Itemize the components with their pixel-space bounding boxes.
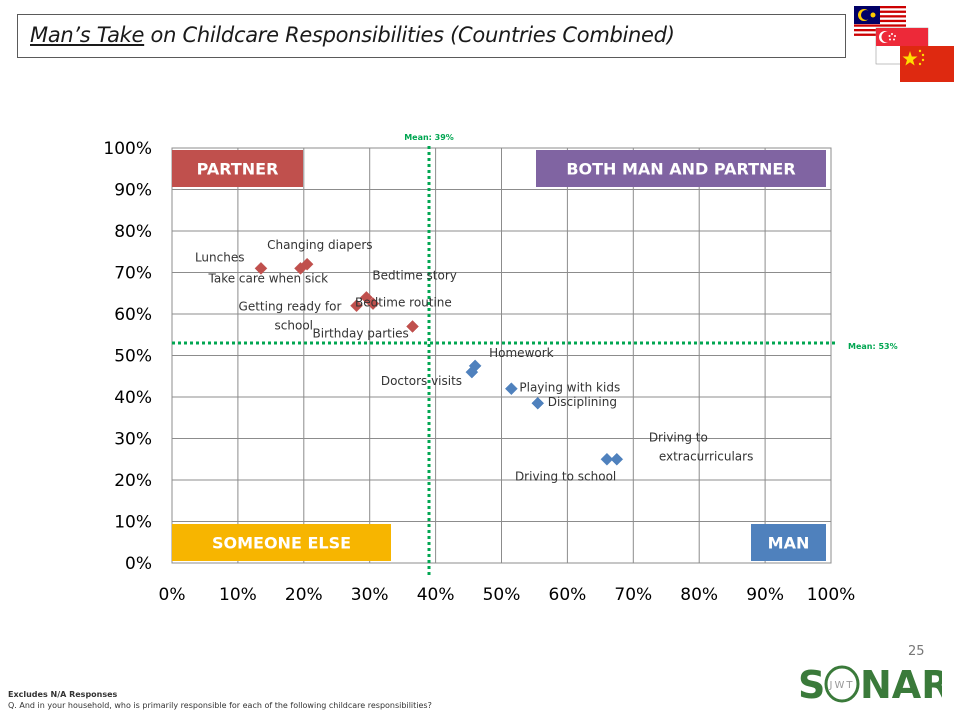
title-rest: on Childcare Responsibilities (Countries… <box>144 23 675 47</box>
data-point <box>294 261 307 275</box>
data-point <box>350 299 363 313</box>
plot-border <box>171 147 832 564</box>
y-tick-label: 30% <box>114 430 152 450</box>
title-box: Man’s Take on Childcare Responsibilities… <box>17 14 846 58</box>
y-tick-label: 80% <box>114 222 152 242</box>
x-tick-label: 20% <box>285 585 323 605</box>
data-point <box>531 396 545 410</box>
data-point <box>360 291 373 304</box>
page-number: 25 <box>908 644 925 659</box>
data-point <box>406 320 419 333</box>
data-point <box>254 261 268 275</box>
x-tick-label: 40% <box>417 585 455 605</box>
y-tick-label: 90% <box>114 181 152 201</box>
data-label: Doctors visits <box>381 374 462 388</box>
sonar-jwt-logo: S JWT NAR <box>798 663 942 706</box>
quadrant-man-label-box <box>751 524 826 561</box>
data-points <box>254 257 624 466</box>
quadrant-man-label: MAN <box>768 534 810 553</box>
x-tick-label: 80% <box>680 585 718 605</box>
x-tick-label: 70% <box>614 585 652 605</box>
x-tick-label: 0% <box>159 585 186 605</box>
x-tick-label: 50% <box>483 585 521 605</box>
y-tick-label: 0% <box>125 554 152 574</box>
data-label: Bedtime story <box>372 268 457 282</box>
mean-y-label: Mean: 53% <box>848 342 898 351</box>
data-point <box>610 452 624 466</box>
svg-text:NAR: NAR <box>860 663 942 706</box>
x-tick-label: 30% <box>351 585 389 605</box>
data-label: Bedtime routine <box>355 296 452 310</box>
x-tick-label: 60% <box>549 585 587 605</box>
x-tick-label: 90% <box>746 585 784 605</box>
x-tick-label: 10% <box>219 585 257 605</box>
y-tick-label: 60% <box>114 305 152 325</box>
data-label: Homework <box>489 346 554 360</box>
y-tick-label: 50% <box>114 347 152 367</box>
quadrant-both-label: BOTH MAN AND PARTNER <box>566 160 795 179</box>
plot-area-frame <box>171 147 832 564</box>
data-labels: Lunches Changing diapers Take care when si… <box>195 238 753 483</box>
china-flag-icon <box>900 46 954 82</box>
y-tick-label: 70% <box>114 264 152 284</box>
y-tick-label: 10% <box>114 513 152 533</box>
x-tick-label: 100% <box>807 585 856 605</box>
data-point <box>366 297 380 310</box>
data-point <box>600 452 614 466</box>
axis-tick-labels: 0% 10% 20% 30% 40% 50% 60% 70% 80% 90% 100% 0% 10% 20… <box>103 139 855 605</box>
data-label: Lunches <box>195 250 245 264</box>
logo-sub-text: JWT <box>829 680 855 691</box>
mean-lines: Mean: 39% Mean: 53% <box>172 133 898 578</box>
footnote-question: Q. And in your household, who is primari… <box>8 701 432 710</box>
country-flags <box>854 6 954 82</box>
footnote-exclusion: Excludes N/A Responses <box>8 690 118 699</box>
data-label: Birthday parties <box>313 326 409 340</box>
data-label: Driving to extracurriculars <box>649 430 754 463</box>
data-label: Getting ready for school <box>239 300 342 333</box>
data-point <box>505 382 518 396</box>
quadrant-partner-label: PARTNER <box>197 160 279 179</box>
title-emphasis: Man’s Take <box>30 23 145 47</box>
data-label: Disciplining <box>548 395 617 409</box>
quadrant-partner-label-box <box>172 150 303 187</box>
quadrant-labels: PARTNER BOTH MAN AND PARTNER SOMEONE ELSE M… <box>172 150 826 561</box>
quadrant-someone-else-label-box <box>172 524 391 561</box>
quadrant-someone-else-label: SOMEONE ELSE <box>212 534 351 553</box>
quadrant-both-label-box <box>536 150 826 187</box>
y-tick-label: 40% <box>114 388 152 408</box>
data-label: Changing diapers <box>267 238 372 252</box>
data-label: Playing with kids <box>519 381 620 395</box>
y-tick-label: 100% <box>103 139 152 159</box>
page-title: Man’s Take on Childcare Responsibilities… <box>30 23 675 47</box>
data-label: Take care when sick <box>208 271 329 285</box>
data-point <box>465 365 479 379</box>
data-label: Driving to school <box>515 469 616 483</box>
y-tick-label: 20% <box>114 471 152 491</box>
mean-x-label: Mean: 39% <box>404 133 454 142</box>
svg-text:S: S <box>798 663 825 706</box>
